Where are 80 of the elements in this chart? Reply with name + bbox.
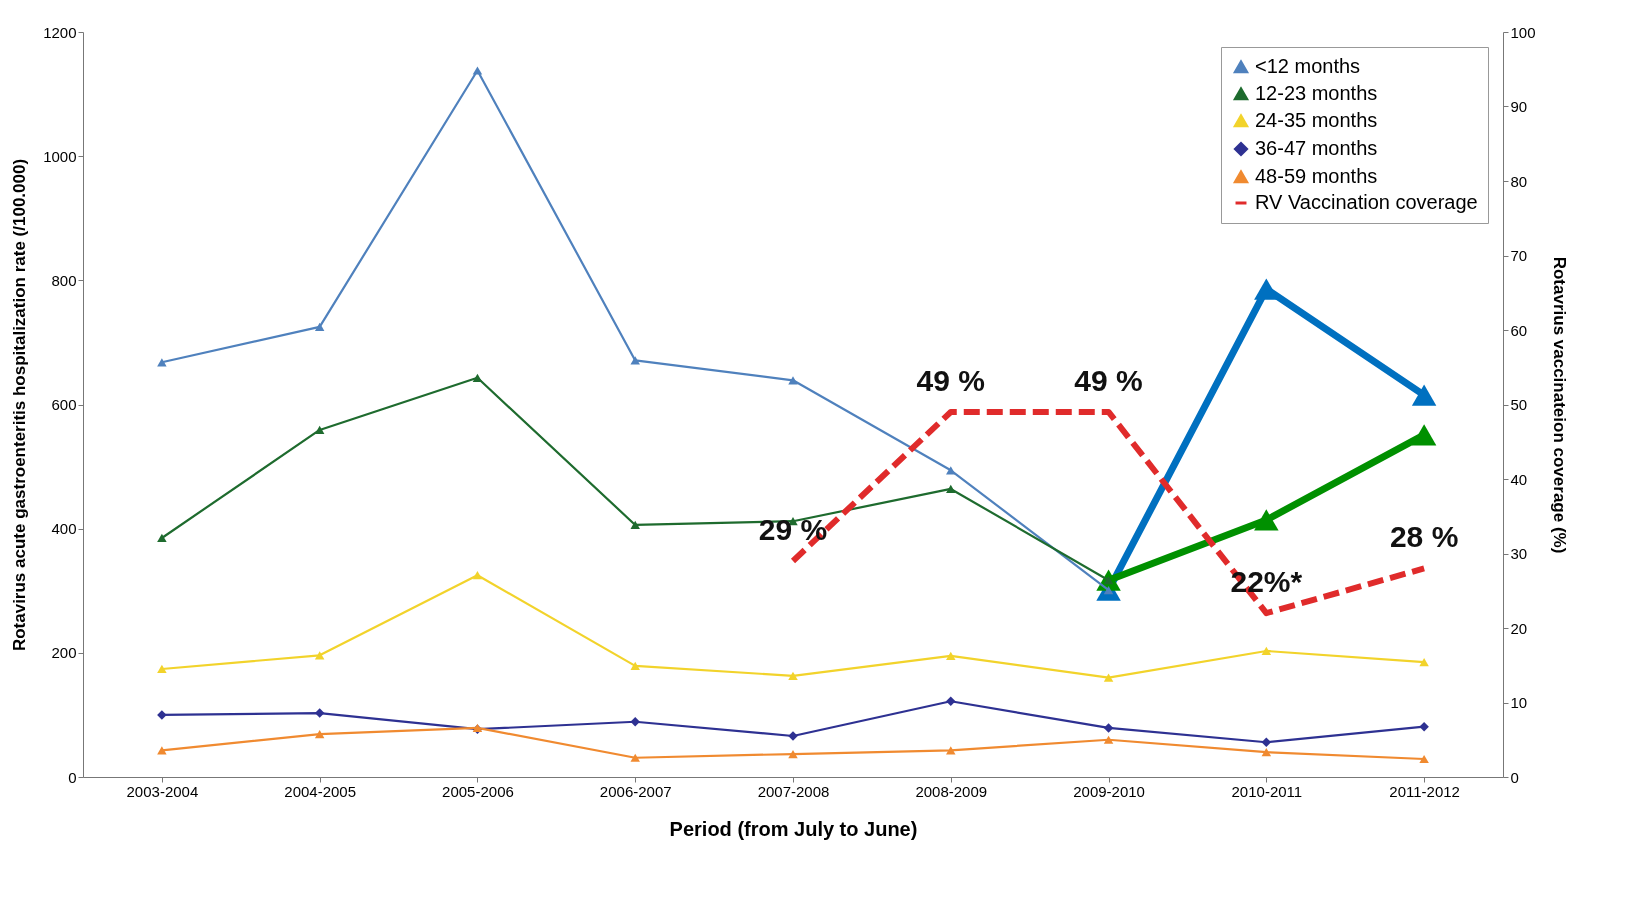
x-tick-label: 2008-2009: [915, 782, 988, 800]
x-tick-label: 2004-2005: [284, 782, 357, 800]
point: [472, 571, 483, 580]
y2-tick-label: 90: [1510, 98, 1528, 115]
y2-axis-title: Rotavrius vaccinateion coverage (%): [1549, 256, 1569, 554]
y2-tick-label: 40: [1510, 470, 1528, 488]
y-tick-label: 0: [68, 768, 77, 786]
point: [472, 373, 483, 382]
y-tick-label: 600: [51, 396, 77, 413]
x-tick-label: 2007-2008: [757, 782, 830, 800]
point: [1103, 673, 1114, 682]
point: [1254, 509, 1279, 531]
point: [472, 66, 483, 75]
y2-tick-label: 50: [1510, 396, 1528, 413]
point: [788, 671, 798, 680]
point: [946, 466, 956, 475]
x-tick-label: 2006-2007: [599, 782, 672, 800]
point: [314, 708, 325, 718]
legend-label: 24-35 months: [1255, 109, 1378, 131]
point: [1419, 721, 1429, 732]
point: [1411, 384, 1437, 406]
y-axis-title: Rotavirus acute gastroenteritis hospitalization rate (/100.000): [10, 158, 30, 652]
point: [1254, 278, 1279, 300]
point: [788, 749, 798, 759]
point: [946, 651, 956, 661]
x-tick-label: 2003-2004: [126, 782, 199, 800]
y-tick-label: 800: [51, 271, 77, 289]
point: [946, 696, 956, 706]
y2-tick-label: 20: [1510, 619, 1528, 637]
point: [630, 661, 640, 670]
y2-tick-label: 70: [1510, 247, 1528, 264]
y2-tick-label: 80: [1510, 172, 1528, 190]
point: [157, 533, 167, 543]
point: [1103, 723, 1114, 733]
point: [788, 376, 798, 385]
point: [1261, 737, 1272, 747]
point: [157, 358, 167, 367]
x-tick-label: 2011-2012: [1389, 782, 1460, 800]
y-tick-label: 1200: [43, 23, 77, 41]
point: [1103, 586, 1114, 595]
point: [157, 664, 167, 674]
y2-tick-label: 60: [1510, 321, 1528, 339]
legend-label: 36-47 months: [1255, 137, 1378, 159]
x-tick-label: 2010-2011: [1231, 782, 1303, 800]
data-label: 28 %: [1389, 520, 1459, 554]
y2-tick-label: 0: [1510, 768, 1519, 786]
y-tick-label: 400: [51, 520, 77, 538]
legend-label: 12-23 months: [1255, 82, 1378, 104]
point: [314, 322, 325, 331]
point: [630, 717, 640, 727]
point: [1261, 748, 1272, 757]
point: [946, 746, 956, 755]
point: [314, 425, 325, 435]
x-axis-title: Period (from July to June): [669, 817, 918, 840]
point: [1261, 646, 1272, 656]
point: [630, 520, 640, 530]
point: [630, 356, 640, 365]
point: [314, 651, 325, 660]
data-label: 49 %: [916, 363, 985, 397]
point: [314, 730, 325, 739]
data-label: 22%*: [1230, 565, 1303, 599]
legend-label: <12 months: [1255, 55, 1361, 77]
legend-label: RV Vaccination coverage: [1255, 191, 1478, 213]
data-label: 49 %: [1074, 363, 1143, 397]
point: [946, 484, 956, 494]
x-tick-label: 2009-2010: [1073, 782, 1145, 800]
point: [1103, 735, 1114, 744]
y-tick-label: 200: [51, 644, 77, 662]
y-tick-label: 1000: [43, 147, 77, 165]
y2-tick-label: 100: [1510, 23, 1536, 41]
legend-label: 48-59 months: [1255, 165, 1378, 187]
y2-tick-label: 30: [1510, 545, 1528, 562]
y2-tick-label: 10: [1510, 694, 1528, 711]
data-label: 29 %: [758, 512, 828, 546]
point: [630, 753, 640, 762]
point: [157, 746, 167, 755]
point: [1419, 754, 1429, 764]
x-tick-label: 2005-2006: [442, 782, 514, 800]
point: [1419, 658, 1429, 667]
point: [1411, 424, 1437, 446]
